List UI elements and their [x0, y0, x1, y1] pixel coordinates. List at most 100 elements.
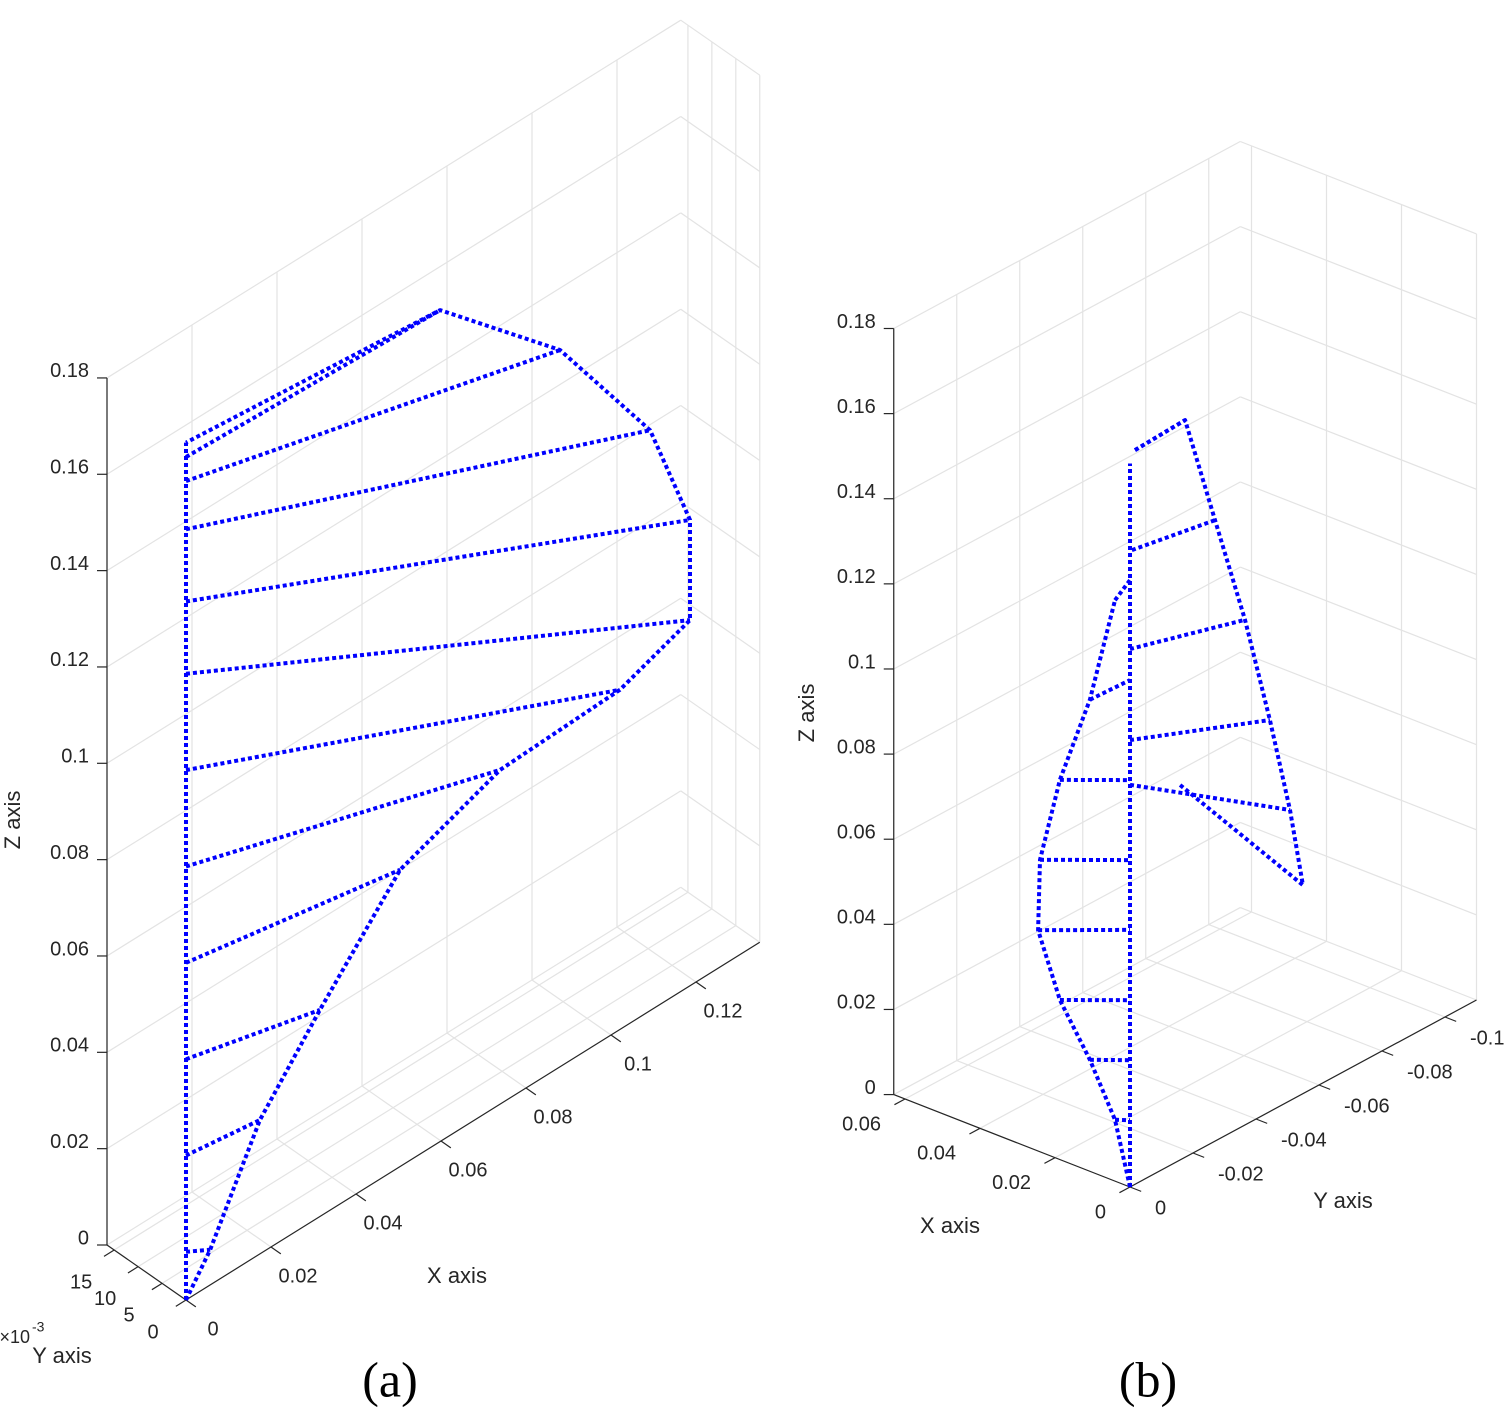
axis-multiplier: ×10 [0, 1327, 30, 1347]
z-tick-label: 0.18 [837, 311, 876, 333]
grid-line [680, 694, 761, 751]
x-tick-label: 0 [1095, 1201, 1106, 1223]
tick-mark [127, 1266, 139, 1274]
grid-line [680, 19, 761, 76]
y-tick-label: -0.04 [1281, 1129, 1327, 1151]
mesh-curve [1178, 783, 1305, 887]
tick-mark [1044, 1157, 1056, 1164]
y-axis [106, 1244, 187, 1301]
mesh-curve [185, 428, 651, 532]
z-tick-label: 0.08 [50, 842, 89, 864]
tick-mark [1129, 1186, 1142, 1192]
grid-line [979, 940, 1327, 1129]
tick-mark [1381, 1050, 1394, 1056]
z-tick-label: 0.06 [837, 822, 876, 844]
grid-line [893, 311, 1241, 500]
tick-mark [695, 981, 707, 990]
tick-mark [610, 1034, 622, 1043]
grid-line [106, 19, 682, 379]
grid-line [446, 1032, 527, 1089]
mesh-curve [185, 618, 691, 676]
tick-mark [1318, 1084, 1331, 1090]
tick-mark [151, 1282, 163, 1291]
z-tick-label: 0.14 [50, 553, 89, 575]
grid-line [106, 597, 682, 957]
y-tick-label: 0 [1155, 1197, 1166, 1219]
grid-line [191, 1191, 272, 1248]
x-tick-label: 0.04 [917, 1143, 956, 1165]
x-tick-label: 0.06 [449, 1159, 488, 1181]
grid-line [276, 1138, 357, 1195]
y-tick-label: -0.06 [1344, 1095, 1390, 1117]
mesh-curve [1129, 782, 1291, 812]
grid-line [106, 886, 682, 1246]
x-axis [185, 941, 761, 1301]
z-tick-label: 0.06 [50, 938, 89, 960]
grid-line [106, 116, 682, 475]
mesh-curve [185, 687, 621, 773]
mesh-curve [185, 867, 401, 965]
axis-multiplier-power: -3 [32, 1319, 45, 1335]
x-tick-label: 0 [207, 1318, 218, 1340]
z-tick-label: 0.18 [50, 360, 89, 382]
z-tick-label: 0.12 [837, 566, 876, 588]
mesh-curve [1113, 578, 1132, 602]
y-tick-label: 5 [123, 1305, 134, 1327]
grid-line [616, 926, 697, 983]
mesh-curve [1133, 418, 1187, 452]
mesh-curve [185, 767, 501, 869]
tick-mark [175, 1299, 187, 1307]
grid-line [1240, 311, 1477, 405]
grid-line [893, 821, 1241, 1010]
mesh-curve [185, 1247, 211, 1254]
tick-mark [969, 1127, 981, 1135]
grid-line [1145, 958, 1383, 1052]
panel-label: (a) [362, 1351, 418, 1407]
grid-line [893, 396, 1241, 585]
grid-line [893, 736, 1241, 925]
grid-line [1208, 924, 1446, 1018]
x-tick-label: 0.12 [704, 1000, 743, 1022]
tick-mark [103, 1249, 115, 1257]
z-tick-label: 0.02 [837, 992, 876, 1014]
grid-line [680, 405, 761, 462]
tick-mark [185, 1299, 197, 1308]
y-tick-label: -0.1 [1470, 1027, 1504, 1049]
mesh-curve [185, 348, 561, 483]
z-tick-label: 0.04 [837, 907, 876, 929]
grid-line [1240, 907, 1477, 1001]
grid-line [1240, 140, 1477, 235]
mesh-curve [1129, 617, 1246, 651]
grid-line [1240, 736, 1477, 831]
grid-line [1240, 651, 1477, 746]
y-tick-label: 0 [147, 1321, 158, 1343]
grid-line [161, 925, 737, 1284]
z-tick-label: 0.12 [50, 649, 89, 671]
x-tick-label: 0.02 [992, 1172, 1031, 1194]
y-tick-label: 15 [70, 1271, 92, 1293]
panel: 0 0.02 0.04 0.06 -0.1 -0.08 -0.06 -0.04 -0.02 0 0 0… [794, 140, 1504, 1407]
mesh-curve [185, 517, 691, 604]
mesh-curve [1089, 678, 1131, 702]
grid-line [893, 140, 1241, 330]
y-axis [1129, 999, 1477, 1188]
tick-mark [1255, 1118, 1268, 1124]
y-tick-label: -0.08 [1407, 1061, 1453, 1083]
tick-mark [894, 1098, 906, 1106]
grid-line [893, 566, 1241, 755]
y-tick-label: -0.02 [1218, 1163, 1264, 1185]
grid-line [106, 212, 682, 572]
x-tick-label: 0.02 [279, 1265, 318, 1287]
x-tick-label: 0.1 [624, 1053, 652, 1075]
grid-line [1240, 396, 1477, 490]
x-tick-label: 0.08 [534, 1106, 573, 1128]
grid-line [893, 481, 1241, 670]
grid-line [680, 501, 761, 558]
grid-line [893, 651, 1241, 840]
tick-mark [1119, 1186, 1131, 1194]
tick-mark [270, 1246, 282, 1255]
grid-line [531, 979, 612, 1036]
x-tick-label: 0.06 [842, 1113, 881, 1135]
grid-line [113, 891, 689, 1251]
